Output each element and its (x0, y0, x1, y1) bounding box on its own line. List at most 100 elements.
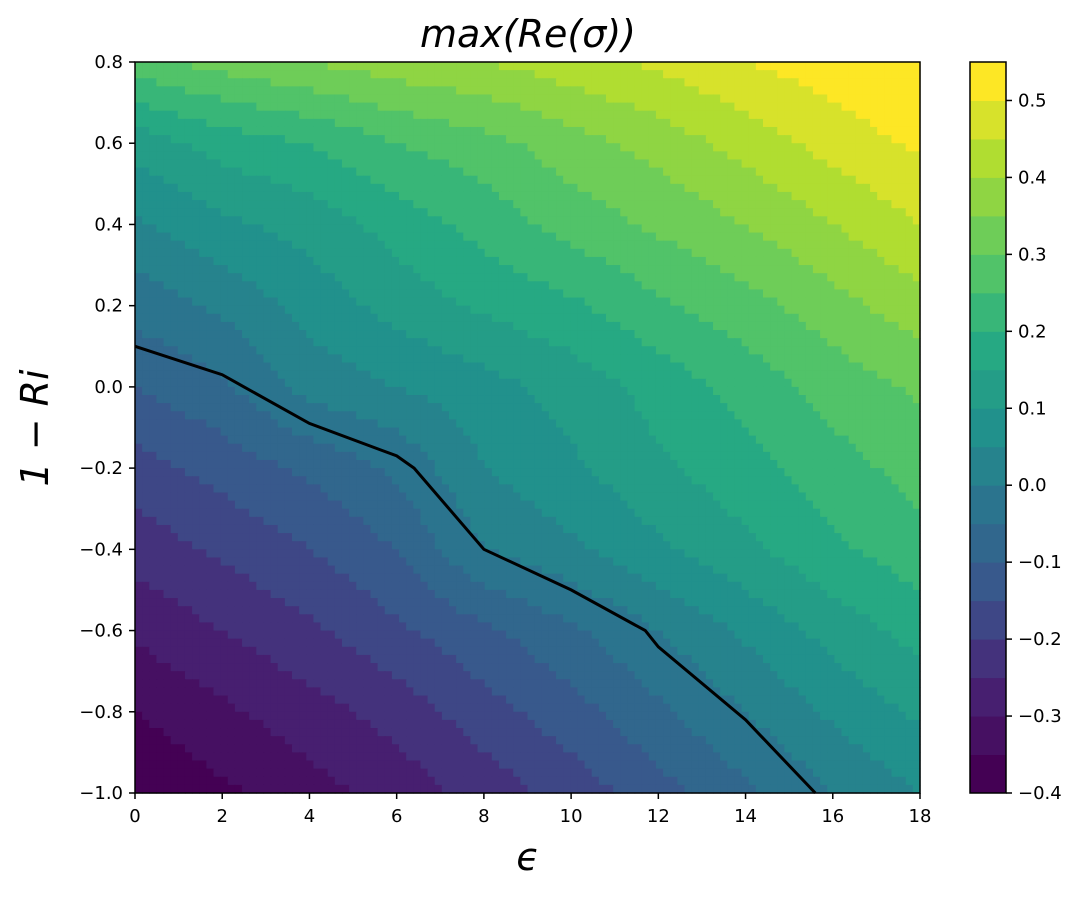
contour-cell (834, 167, 843, 177)
contour-cell (784, 191, 793, 201)
contour-cell (784, 70, 793, 79)
contour-cell (556, 419, 564, 429)
contour-cell (812, 110, 821, 120)
contour-cell (413, 395, 422, 404)
contour-cell (812, 281, 821, 291)
contour-cell (912, 143, 921, 152)
contour-cell (427, 151, 436, 161)
contour-cell (177, 338, 186, 347)
contour-cell (855, 143, 864, 152)
contour-cell (270, 248, 279, 258)
contour-cell (577, 354, 586, 364)
contour-cell (456, 305, 464, 315)
contour-cell (170, 427, 179, 437)
contour-cell (399, 338, 407, 347)
contour-cell (256, 167, 265, 177)
contour-cell (791, 330, 800, 339)
contour-cell (142, 386, 150, 396)
contour-cell (713, 346, 721, 355)
contour-cell (192, 297, 200, 307)
contour-cell (356, 297, 364, 307)
contour-cell (755, 224, 764, 234)
contour-cell (598, 313, 607, 323)
contour-cell (270, 240, 279, 250)
contour-cell (627, 118, 636, 128)
contour-cell (563, 86, 571, 96)
contour-cell (698, 330, 707, 339)
contour-cell (648, 419, 657, 429)
contour-cell (470, 232, 479, 242)
contour-cell (441, 143, 450, 152)
contour-cell (363, 240, 372, 250)
contour-cell (463, 395, 472, 404)
contour-cell (898, 273, 907, 282)
contour-cell (349, 200, 357, 209)
contour-cell (820, 167, 828, 177)
contour-cell (406, 378, 414, 388)
contour-cell (477, 102, 486, 112)
contour-cell (720, 313, 728, 323)
contour-cell (677, 167, 686, 177)
contour-cell (748, 411, 757, 420)
contour-cell (741, 419, 750, 429)
contour-cell (620, 102, 629, 112)
contour-cell (470, 354, 479, 364)
contour-cell (384, 200, 393, 209)
contour-cell (220, 118, 229, 128)
contour-cell (320, 362, 329, 372)
contour-cell (170, 378, 179, 388)
contour-cell (541, 346, 550, 355)
contour-cell (234, 86, 243, 96)
contour-cell (249, 362, 257, 372)
contour-cell (313, 305, 322, 315)
contour-cell (905, 370, 914, 380)
contour-cell (341, 289, 350, 299)
contour-cell (541, 232, 550, 242)
contour-cell (784, 216, 793, 226)
contour-cell (213, 338, 222, 347)
contour-cell (234, 265, 243, 274)
contour-cell (506, 70, 514, 79)
contour-cell (199, 110, 207, 120)
contour-cell (449, 265, 457, 274)
contour-cell (213, 240, 222, 250)
contour-cell (641, 338, 650, 347)
contour-cell (306, 248, 315, 258)
contour-cell (263, 175, 272, 185)
contour-cell (213, 330, 222, 339)
contour-cell (363, 151, 372, 161)
contour-cell (648, 208, 657, 217)
contour-cell (135, 346, 143, 355)
contour-cell (677, 313, 686, 323)
contour-cell (370, 86, 379, 96)
contour-cell (156, 378, 165, 388)
contour-cell (884, 86, 893, 96)
contour-cell (220, 143, 229, 152)
contour-cell (491, 395, 500, 404)
contour-cell (284, 200, 293, 209)
contour-cell (791, 224, 800, 234)
contour-cell (912, 403, 921, 412)
contour-cell (798, 321, 807, 331)
contour-cell (834, 94, 843, 104)
contour-cell (770, 321, 778, 331)
contour-cell (370, 354, 379, 364)
contour-cell (877, 62, 885, 71)
contour-cell (677, 273, 686, 282)
contour-cell (620, 167, 629, 177)
contour-cell (577, 386, 586, 396)
contour-cell (791, 94, 800, 104)
contour-cell (491, 110, 500, 120)
contour-cell (142, 395, 150, 404)
contour-cell (456, 265, 464, 274)
contour-cell (213, 208, 222, 217)
contour-cell (484, 135, 493, 144)
contour-cell (720, 338, 728, 347)
contour-cell (655, 78, 664, 87)
contour-cell (163, 143, 172, 152)
contour-cell (256, 305, 265, 315)
contour-cell (427, 297, 436, 307)
contour-cell (184, 354, 193, 364)
contour-cell (163, 321, 172, 331)
contour-cell (655, 62, 664, 71)
